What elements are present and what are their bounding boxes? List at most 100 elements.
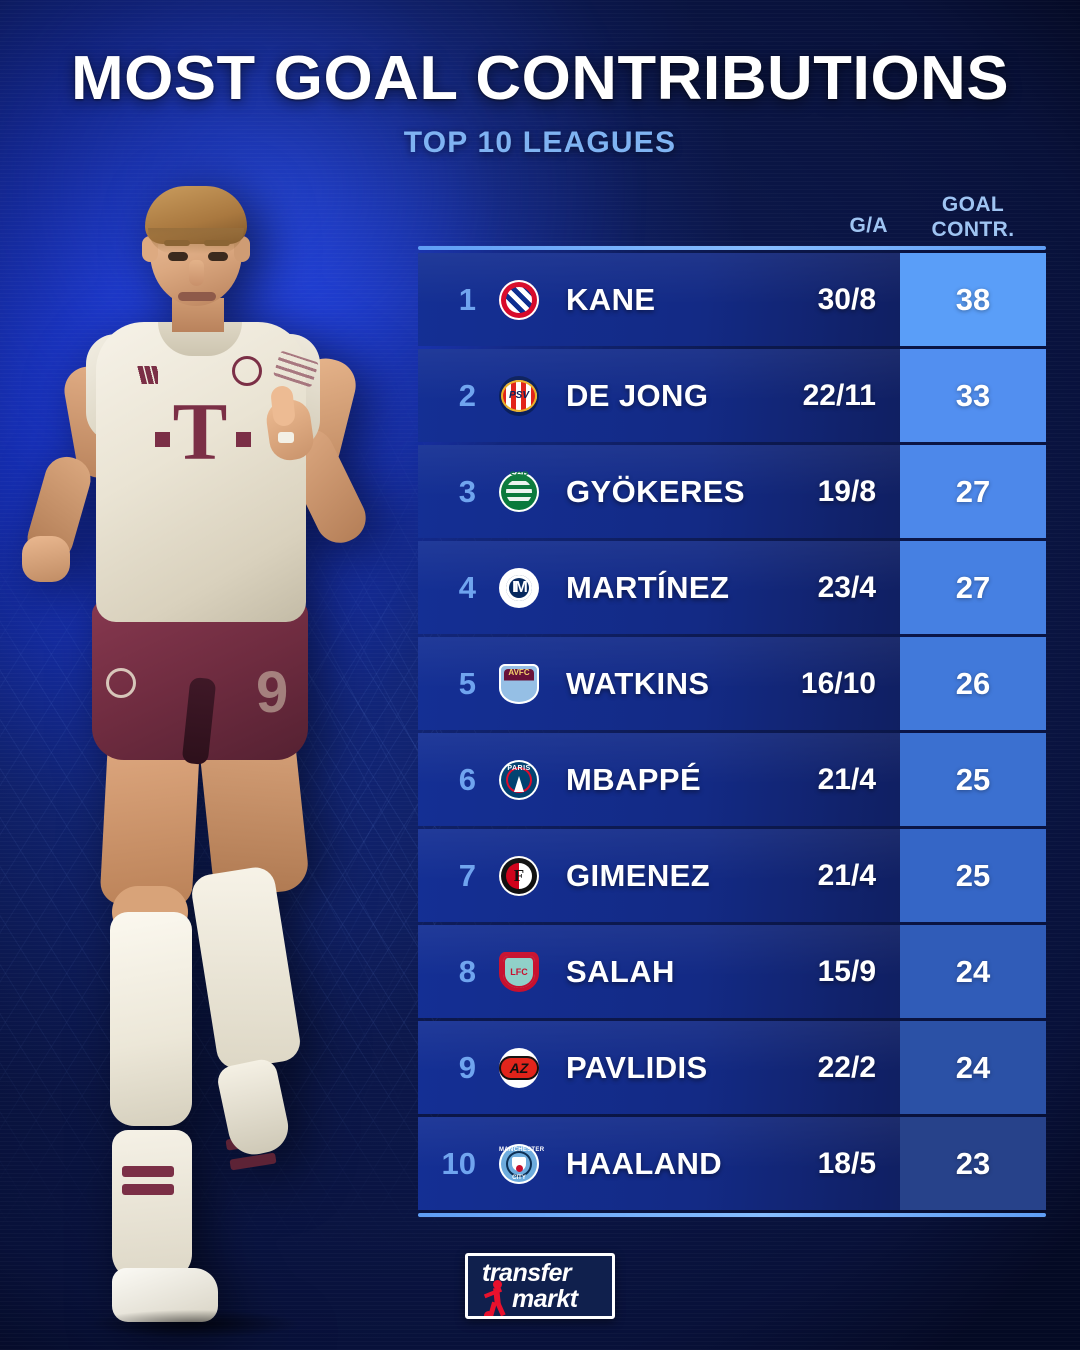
liverpool-crest-icon: LFC <box>499 951 539 992</box>
player-name: WATKINS <box>566 665 710 701</box>
goals-assists: 16/10 <box>800 666 876 700</box>
table-header-row: G/A GOAL CONTR. <box>418 180 1046 246</box>
page-title: MOST GOAL CONTRIBUTIONS <box>70 44 1010 113</box>
column-header-ga: G/A <box>849 214 888 237</box>
telekom-logo-square <box>236 432 251 447</box>
jersey-sponsor-logo: T <box>172 386 228 477</box>
row-rank: 5 <box>458 665 476 701</box>
psv-crest-icon: PSV <box>499 375 539 416</box>
row-rank: 8 <box>458 953 476 989</box>
player-right-eye <box>208 252 228 261</box>
goal-contributions: 27 <box>900 541 1046 634</box>
table-row[interactable]: 2 PSV DE JONG 22/11 33 <box>418 349 1046 442</box>
table-row[interactable]: 6 PARIS MBAPPÉ 21/4 25 <box>418 733 1046 826</box>
jersey-crest-icon <box>232 356 262 386</box>
player-name: KANE <box>566 281 656 317</box>
row-rank: 4 <box>458 569 476 605</box>
goal-contributions: 24 <box>900 925 1046 1018</box>
mancity-crest-icon: MANCHESTER CITY <box>499 1143 544 1184</box>
az-crest-icon: AZ <box>499 1047 539 1088</box>
ranking-table: G/A GOAL CONTR. 1 KANE 30/8 3 8 2 PSV DE JONG 22… <box>418 180 1046 1217</box>
sporting-crest-icon: SCP <box>499 470 539 512</box>
player-left-eye <box>168 252 188 261</box>
row-rank: 7 <box>458 857 476 893</box>
column-header-gc-line2: CONTR. <box>931 218 1015 241</box>
player-left-fist <box>22 536 70 582</box>
table-row[interactable]: 10 MANCHESTER CITY HAALAND 18/5 23 <box>418 1117 1046 1210</box>
row-rank: 10 <box>441 1145 476 1181</box>
shorts-crest-icon <box>106 668 136 698</box>
row-rank: 2 <box>458 377 476 413</box>
goals-assists: 22/2 <box>817 1050 876 1084</box>
goal-contributions: 33 <box>900 349 1046 442</box>
player-left-brow <box>164 240 190 246</box>
table-bottom-divider <box>418 1213 1046 1217</box>
table-top-divider <box>418 246 1046 250</box>
club-badge: F <box>486 855 552 896</box>
club-badge: IM <box>486 567 552 608</box>
club-badge: MANCHESTER CITY <box>486 1143 552 1184</box>
club-badge: AZ <box>486 1047 552 1088</box>
table-row[interactable]: 5 AVFC WATKINS 16/10 26 <box>418 637 1046 730</box>
table-row[interactable]: 4 IM MARTÍNEZ 23/4 27 <box>418 541 1046 634</box>
goal-contributions: 25 <box>900 733 1046 826</box>
player-nose <box>189 260 204 286</box>
row-rank: 6 <box>458 761 476 797</box>
club-badge <box>486 279 552 320</box>
adidas-logo-icon <box>124 366 158 384</box>
club-badge: AVFC <box>486 663 552 704</box>
goals-assists: 30/8 <box>817 282 876 316</box>
goals-assists: 15/9 <box>817 954 876 988</box>
table-row[interactable]: 7 F GIMENEZ 21/4 25 <box>418 829 1046 922</box>
player-sock-stripe <box>229 1152 277 1171</box>
player-right-sock <box>189 864 303 1072</box>
villa-crest-icon: AVFC <box>499 663 539 704</box>
brand-logo-area: transfer markt <box>0 1253 1080 1319</box>
column-header-gc-line1: GOAL <box>941 193 1005 216</box>
goals-assists: 18/5 <box>817 1146 876 1180</box>
player-left-lower-sock <box>112 1130 192 1280</box>
club-badge: PARIS <box>486 759 552 800</box>
inter-crest-icon: IM <box>499 567 539 608</box>
goals-assists: 21/4 <box>817 762 876 796</box>
player-name: GYÖKERES <box>566 473 745 509</box>
player-left-sock <box>110 912 192 1126</box>
player-mouth <box>178 292 216 301</box>
feyenoord-crest-icon: F <box>499 855 539 896</box>
player-name: HAALAND <box>566 1145 723 1181</box>
player-right-brow <box>204 240 230 246</box>
goal-contributions: 26 <box>900 637 1046 730</box>
table-row[interactable]: 9 AZ PAVLIDIS 22/2 24 <box>418 1021 1046 1114</box>
goal-contributions: 23 <box>900 1117 1046 1210</box>
player-name: MBAPPÉ <box>566 761 702 797</box>
table-row[interactable]: 8 LFC SALAH 15/9 24 <box>418 925 1046 1018</box>
goals-assists: 22/11 <box>802 378 876 412</box>
goals-assists: 23/4 <box>817 570 876 604</box>
row-rank: 1 <box>458 281 476 317</box>
player-name: MARTÍNEZ <box>566 569 730 605</box>
logo-text-line2: markt <box>512 1285 578 1313</box>
psg-crest-icon: PARIS <box>499 759 539 800</box>
player-wedding-ring <box>278 432 294 443</box>
club-badge: LFC <box>486 951 552 992</box>
goal-contributions: 27 <box>900 445 1046 538</box>
row-rank: 9 <box>458 1049 476 1085</box>
player-name: DE JONG <box>566 377 709 413</box>
telekom-logo-square <box>155 432 170 447</box>
page-subtitle: TOP 10 LEAGUES <box>403 126 677 159</box>
club-badge: SCP <box>486 470 552 512</box>
running-player-icon <box>482 1280 512 1316</box>
table-body: 1 KANE 30/8 38 2 PSV DE JONG 22/11 33 3 SCP GYÖKERE… <box>418 253 1046 1210</box>
bayern-crest-icon <box>499 279 539 320</box>
goals-assists: 21/4 <box>817 858 876 892</box>
player-name: GIMENEZ <box>566 857 711 893</box>
shirt-number: 9 <box>256 660 289 725</box>
goal-contributions: 25 <box>900 829 1046 922</box>
header-block: MOST GOAL CONTRIBUTIONS TOP 10 LEAGUES <box>0 0 1080 160</box>
table-row[interactable]: 3 SCP GYÖKERES 19/8 27 <box>418 445 1046 538</box>
transfermarkt-logo[interactable]: transfer markt <box>465 1253 615 1319</box>
row-rank: 3 <box>458 473 476 509</box>
table-row[interactable]: 1 KANE 30/8 38 <box>418 253 1046 346</box>
goal-contributions: 24 <box>900 1021 1046 1114</box>
